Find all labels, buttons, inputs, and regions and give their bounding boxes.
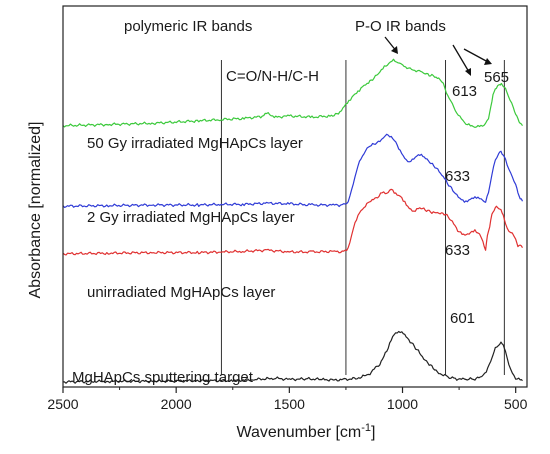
y-axis-title: Absorbance [normalized]: [27, 122, 44, 299]
peak-633-blue-label: 633: [445, 168, 470, 185]
x-axis-title-close: ]: [371, 424, 375, 441]
peak-613-label: 613: [452, 83, 477, 100]
peak-613-arrow: [452, 44, 470, 73]
peak-565-arrow: [463, 48, 489, 63]
peak-565-arrow-head: [484, 58, 492, 65]
x-tick-label-2500: 2500: [47, 396, 78, 412]
x-tick-label-2000: 2000: [161, 396, 192, 412]
peak-601-label: 601: [450, 310, 475, 327]
x-axis-title-main: Wavenumber [cm: [236, 424, 361, 441]
co-nh-ch-label: C=O/N-H/C-H: [226, 68, 319, 85]
x-axis-ticks: 2500 2000 1500 1000 500: [47, 387, 528, 412]
label-2gy: 2 Gy irradiated MgHApCs layer: [87, 209, 295, 226]
series-line-3: [62, 58, 523, 128]
annotations: polymeric IR bands P-O IR bands C=O/N-H/…: [124, 18, 509, 327]
po-bands-label: P-O IR bands: [355, 18, 446, 35]
label-unirradiated: unirradiated MgHApCs layer: [87, 284, 275, 301]
peak-613-arrow-head: [465, 68, 471, 76]
plot-frame: [62, 5, 528, 388]
label-50gy: 50 Gy irradiated MgHApCs layer: [87, 135, 303, 152]
polymeric-bands-label: polymeric IR bands: [124, 18, 252, 35]
peak-633-red-label: 633: [445, 242, 470, 259]
sample-labels: 50 Gy irradiated MgHApCs layer 2 Gy irra…: [72, 135, 303, 386]
x-tick-label-500: 500: [504, 396, 528, 412]
series-line-2: [62, 133, 524, 208]
x-tick-label-1000: 1000: [387, 396, 418, 412]
x-axis-title: Wavenumber [cm-1]: [236, 422, 375, 441]
x-axis-title-superscript: -1: [361, 422, 371, 434]
po-bands-arrow-head: [391, 46, 398, 54]
peak-565-label: 565: [484, 69, 509, 86]
x-tick-label-1500: 1500: [274, 396, 305, 412]
series-line-1: [62, 188, 524, 256]
label-target: MgHApCs sputtering target: [72, 369, 254, 386]
spectra-series: [62, 58, 524, 384]
series-line-0: [63, 330, 523, 384]
